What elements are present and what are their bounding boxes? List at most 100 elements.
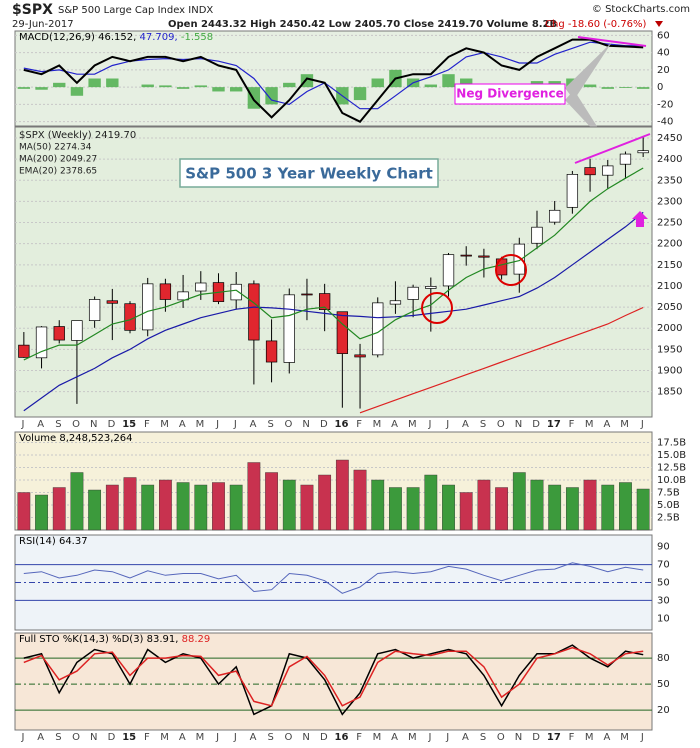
- volume-bar: [601, 484, 615, 531]
- histogram-bar: [159, 85, 172, 88]
- symbol: $SPX: [12, 2, 53, 18]
- x-tick-label: S: [268, 419, 274, 430]
- y-tick-label: 50: [657, 578, 670, 589]
- x-tick-label: 15: [122, 419, 136, 430]
- candle-body: [566, 173, 579, 208]
- candle-body: [265, 340, 278, 363]
- volume-bar: [52, 487, 66, 531]
- security-name: S&P 500 Large Cap Index INDX: [58, 5, 213, 16]
- candle-body: [584, 167, 596, 176]
- x-tick-label: A: [37, 419, 44, 430]
- candle-body: [637, 150, 649, 154]
- date: 29-Jun-2017: [12, 19, 74, 30]
- volume-bar: [371, 479, 385, 531]
- x-tick-label: S: [268, 732, 274, 743]
- price-label: $SPX (Weekly) 2419.70: [19, 130, 136, 141]
- histogram-bar: [601, 87, 614, 89]
- histogram-bar: [35, 87, 48, 90]
- candle-body: [619, 153, 632, 165]
- legend-entry: -1.558: [181, 32, 213, 43]
- y-tick-label: 20: [657, 705, 670, 716]
- x-tick-label: J: [427, 419, 431, 430]
- series-line: [23, 562, 644, 594]
- volume-bar: [229, 484, 243, 531]
- y-tick-label: 20: [657, 65, 670, 76]
- up-arrow: [632, 211, 648, 227]
- volume-bar: [459, 492, 473, 531]
- x-tick-label: S: [55, 732, 61, 743]
- volume-bar: [141, 484, 155, 531]
- y-tick-label: 17.5B: [657, 438, 686, 449]
- x-tick-label: O: [284, 732, 292, 743]
- volume-bar: [583, 479, 597, 531]
- x-tick-label: N: [515, 419, 522, 430]
- volume-bar: [406, 487, 420, 531]
- histogram-bar: [53, 82, 66, 88]
- volume-bar: [495, 487, 508, 531]
- legend: RSI(14) 64.37: [19, 536, 88, 547]
- x-tick-label: M: [373, 732, 382, 743]
- x-tick-label: J: [445, 732, 449, 743]
- candle-body: [35, 326, 48, 359]
- x-tick-label: O: [284, 419, 292, 430]
- series-line: [23, 644, 644, 716]
- volume-bar: [335, 459, 349, 531]
- volume-bar: [442, 484, 455, 531]
- histogram-bar: [283, 82, 296, 88]
- legend-entry: 88.29: [182, 634, 211, 645]
- volume-bar: [300, 484, 314, 531]
- x-tick-label: O: [72, 419, 80, 430]
- x-tick-label: J: [427, 732, 431, 743]
- x-tick-label: J: [21, 732, 25, 743]
- x-tick-label: F: [356, 732, 362, 743]
- x-tick-label: D: [320, 732, 328, 743]
- x-tick-label: A: [250, 732, 257, 743]
- volume-bar: [477, 479, 491, 531]
- candle-body: [248, 283, 260, 341]
- volume-bar: [565, 487, 579, 531]
- x-tick-label: J: [233, 732, 237, 743]
- y-tick-label: 2400: [657, 154, 682, 165]
- y-tick-label: 10.0B: [657, 475, 686, 486]
- x-tick-label: 16: [335, 732, 349, 743]
- x-tick-label: A: [391, 732, 398, 743]
- candle-body: [283, 294, 295, 363]
- x-tick-label: M: [373, 419, 382, 430]
- x-tick-label: M: [408, 419, 417, 430]
- x-tick-label: O: [72, 732, 80, 743]
- divergence-line: [577, 36, 647, 47]
- histogram-bar: [17, 87, 31, 89]
- panel: 80 50 20 Full STO %K(14,3) %D(3) 83.91, 88.…: [15, 634, 670, 716]
- volume-bar: [512, 472, 526, 531]
- histogram-bar: [229, 87, 243, 92]
- candle-body: [442, 254, 455, 287]
- y-tick-label: 2250: [657, 218, 682, 229]
- x-tick-label: N: [90, 419, 97, 430]
- x-tick-label: J: [640, 419, 644, 430]
- candle-body: [142, 283, 154, 331]
- volume-bar: [353, 469, 367, 531]
- x-tick-label: A: [603, 732, 610, 743]
- y-tick-label: 2000: [657, 323, 682, 334]
- legend-entry: RSI(14) 64.37: [19, 536, 88, 547]
- volume-bar: [389, 487, 402, 531]
- source: © StockCharts.com: [592, 4, 690, 15]
- volume-bar: [35, 494, 48, 531]
- volume-bar: [530, 479, 544, 531]
- volume-bar: [424, 474, 438, 531]
- candle-body: [478, 255, 490, 258]
- candle-body: [602, 165, 614, 176]
- y-tick-label: 5.0B: [657, 500, 680, 511]
- x-tick-label: F: [569, 732, 575, 743]
- x-tick-label: S: [480, 732, 486, 743]
- callout-arrow: [565, 42, 612, 100]
- y-tick-label: 80: [657, 653, 670, 664]
- y-tick-label: 7.5B: [657, 488, 680, 499]
- legend: Volume 8,248,523,264: [19, 433, 133, 444]
- histogram-bar: [70, 87, 84, 96]
- x-tick-label: N: [515, 732, 522, 743]
- candle-body: [53, 326, 65, 341]
- x-tick-label: F: [356, 419, 362, 430]
- x-tick-label: A: [250, 419, 257, 430]
- x-tick-label: D: [532, 419, 540, 430]
